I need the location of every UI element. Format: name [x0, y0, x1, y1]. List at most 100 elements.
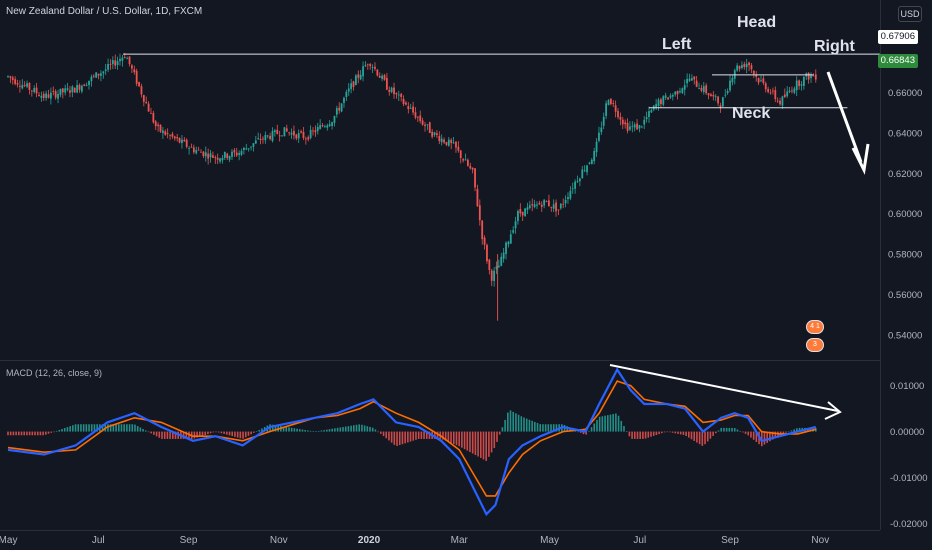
- left-shoulder-annotation[interactable]: Left: [662, 36, 692, 53]
- candle-body: [245, 148, 248, 150]
- histogram-bar: [350, 425, 352, 432]
- histogram-bar: [361, 424, 363, 432]
- candle-body: [624, 122, 627, 125]
- histogram-bar: [45, 431, 47, 435]
- histogram-bar: [258, 429, 261, 432]
- histogram-bar: [396, 431, 398, 446]
- candle-body: [262, 138, 264, 140]
- candle-body: [362, 66, 364, 77]
- candle-body: [59, 88, 62, 95]
- candle-body: [800, 84, 803, 86]
- macd-axis[interactable]: 0.01000 0.00000 -0.01000 -0.02000: [890, 381, 928, 530]
- candle-body: [741, 65, 743, 69]
- price-tick-label: 0.58000: [888, 250, 922, 261]
- histogram-bar: [639, 431, 641, 439]
- candle-body: [447, 139, 450, 146]
- price-axis[interactable]: 0.66000 0.64000 0.62000 0.60000 0.58000 0.560…: [888, 88, 922, 341]
- candle-body: [388, 89, 391, 92]
- candle-body: [312, 130, 314, 132]
- histogram-bar: [236, 431, 239, 438]
- candle-body: [466, 159, 469, 166]
- histogram-bar: [193, 431, 196, 439]
- macd-indicator-label[interactable]: MACD (12, 26, close, 9): [6, 368, 103, 378]
- histogram-bar: [731, 427, 733, 432]
- pane-separator[interactable]: [0, 360, 880, 361]
- candle-body: [409, 108, 412, 109]
- candle-body: [14, 79, 17, 84]
- histogram-bar: [358, 424, 361, 432]
- histogram-bar: [507, 412, 509, 432]
- histogram-bar: [339, 427, 342, 432]
- currency-button[interactable]: USD: [898, 6, 922, 22]
- histogram-bar: [579, 431, 582, 433]
- candle-body: [593, 151, 596, 162]
- histogram-bar: [671, 431, 674, 433]
- candle-body: [197, 149, 200, 151]
- candle-body: [440, 138, 443, 143]
- candle-body: [807, 72, 810, 80]
- candle-body: [638, 125, 641, 129]
- candle-body: [369, 64, 372, 67]
- histogram-bar: [609, 414, 612, 432]
- candle-body: [176, 137, 179, 139]
- candle-body: [376, 69, 379, 76]
- candle-body: [35, 87, 38, 94]
- candle-body: [285, 128, 288, 132]
- histogram-bar: [317, 430, 320, 432]
- candle-body: [729, 80, 731, 91]
- candle-body: [226, 153, 229, 159]
- histogram-bar: [598, 416, 601, 432]
- candle-body: [748, 62, 750, 66]
- candle-body: [688, 78, 691, 81]
- trend-arrows: [609, 71, 870, 420]
- histogram-bar: [512, 411, 515, 432]
- candle-body: [374, 66, 376, 69]
- candle-body: [724, 94, 727, 96]
- symbol-title[interactable]: New Zealand Dollar / U.S. Dollar, 1D, FX…: [6, 6, 203, 17]
- histogram-bar: [220, 431, 223, 434]
- head-annotation[interactable]: Head: [737, 14, 777, 31]
- histogram-bar: [355, 424, 358, 432]
- histogram-bar: [328, 429, 331, 432]
- candle-body: [314, 130, 317, 133]
- histogram-bar: [123, 424, 125, 432]
- candle-body: [185, 139, 188, 147]
- candle-body: [221, 157, 224, 161]
- time-axis[interactable]: May Jul Sep Nov 2020 Mar May Jul Sep Nov: [0, 535, 829, 546]
- histogram-bar: [47, 431, 50, 434]
- histogram-bar: [539, 424, 542, 432]
- candle-body: [767, 88, 770, 92]
- histogram-bar: [139, 427, 142, 432]
- candle-body: [743, 63, 746, 68]
- event-badge[interactable]: 4 1: [806, 320, 824, 334]
- candle-body: [347, 88, 350, 92]
- histogram-bar: [199, 431, 201, 437]
- event-badge[interactable]: 3: [806, 338, 824, 352]
- histogram-bar: [712, 431, 714, 436]
- candle-body: [190, 146, 193, 148]
- candle-body: [791, 90, 793, 92]
- histogram-bar: [444, 431, 447, 441]
- neck-annotation[interactable]: Neck: [732, 105, 771, 122]
- histogram-bar: [752, 431, 755, 440]
- histogram-bar: [393, 431, 396, 445]
- price-tick-label: 0.60000: [888, 209, 922, 220]
- candle-body: [316, 127, 319, 131]
- histogram-bar: [169, 431, 171, 439]
- histogram-bar: [428, 431, 431, 439]
- candle-body: [214, 157, 217, 159]
- candle-body: [195, 150, 198, 154]
- candle-body: [283, 127, 286, 137]
- right-shoulder-annotation[interactable]: Right: [814, 38, 855, 55]
- candle-body: [679, 91, 681, 93]
- candle-body: [333, 116, 336, 123]
- candle-body: [269, 135, 272, 139]
- candle-body: [64, 88, 67, 93]
- candle-body: [564, 200, 567, 204]
- candle-body: [717, 96, 719, 104]
- histogram-bar: [282, 426, 285, 432]
- candle-body: [495, 266, 498, 270]
- pattern-levels: [123, 53, 880, 109]
- histogram-bar: [323, 430, 325, 432]
- macd-line: [7, 367, 817, 517]
